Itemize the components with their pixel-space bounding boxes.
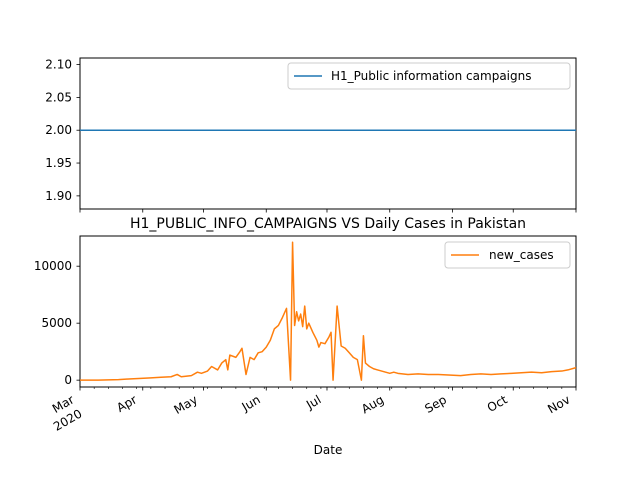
bottom-legend: new_cases [444, 241, 571, 269]
top-y-tick-label: 2.10 [45, 58, 72, 72]
bottom-x-tick-label: Apr [114, 392, 139, 415]
top-legend-box [287, 62, 571, 90]
top-legend-label: H1_Public information campaigns [331, 69, 531, 83]
top-x-ticks [79, 209, 577, 213]
bottom-x-tick-label: Jun [239, 392, 263, 414]
bottom-y-tick-label: 0 [64, 373, 72, 387]
bottom-plot-frame [79, 235, 577, 388]
top-y-tick-label: 2.05 [45, 90, 72, 104]
bottom-x-tick-label: Aug [359, 392, 386, 416]
top-y-ticks: 1.90 1.95 2.00 2.05 2.10 [45, 58, 80, 203]
bottom-x-tick-label: Nov [545, 392, 572, 416]
bottom-x-tick-label: Jul [303, 392, 323, 412]
bottom-x-tick-label: May [172, 392, 200, 417]
x-axis-title: Date [314, 443, 343, 457]
bottom-series-lines [80, 241, 577, 381]
top-y-tick-label: 1.95 [45, 156, 72, 170]
chart-title: H1_PUBLIC_INFO_CAMPAIGNS VS Daily Cases … [130, 216, 526, 232]
bottom-x-tick-label: Sep [422, 392, 449, 415]
bottom-y-tick-label: 5000 [41, 316, 72, 330]
bottom-x-tick-label: Oct [485, 392, 510, 415]
top-legend: H1_Public information campaigns [287, 62, 571, 90]
top-y-tick-label: 2.00 [45, 123, 72, 137]
top-subplot: 1.90 1.95 2.00 2.05 2.10 H1_Public informati… [45, 57, 577, 213]
bottom-legend-label: new_cases [489, 248, 554, 262]
top-plot-frame [79, 57, 577, 210]
bottom-subplot: H1_PUBLIC_INFO_CAMPAIGNS VS Daily Cases … [34, 216, 577, 457]
bottom-y-tick-label: 10000 [34, 259, 72, 273]
top-y-tick-label: 1.90 [45, 189, 72, 203]
bottom-y-ticks: 0 5000 10000 [34, 259, 80, 387]
bottom-legend-box [444, 241, 571, 269]
bottom-series-line [80, 241, 577, 381]
